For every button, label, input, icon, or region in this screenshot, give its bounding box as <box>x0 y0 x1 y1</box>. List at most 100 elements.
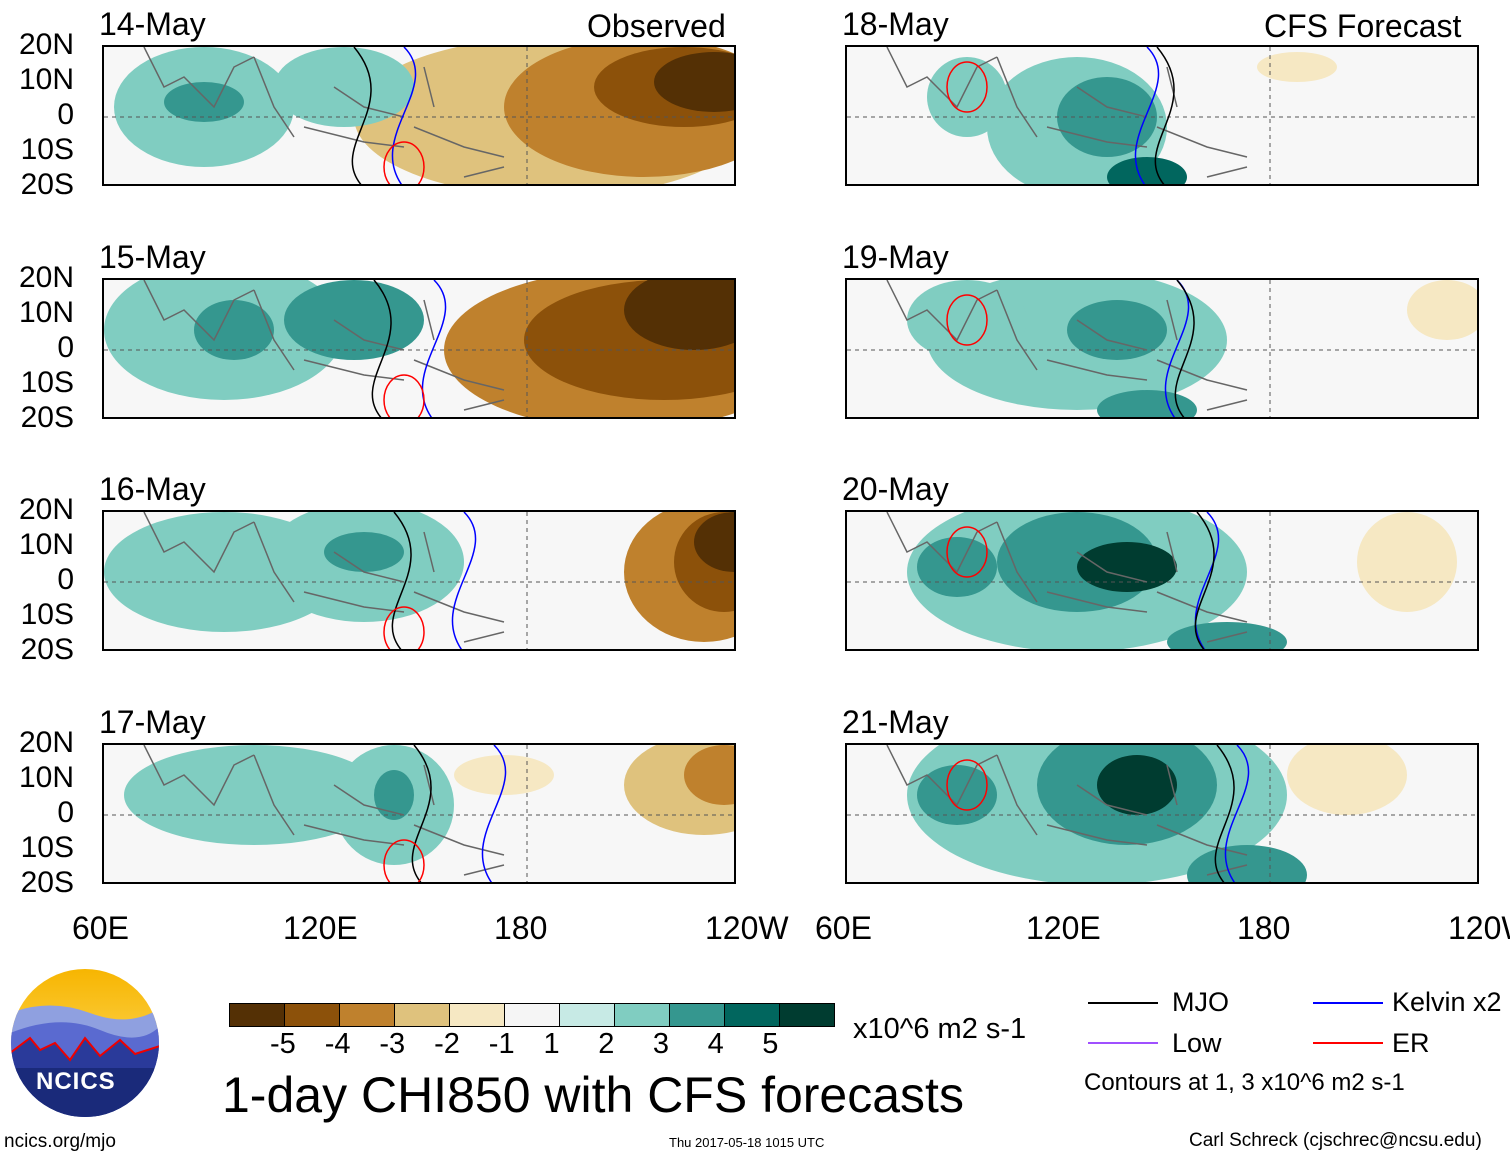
lat-label: 20S <box>20 401 74 434</box>
panel-date: 16-May <box>99 471 206 507</box>
lat-label: 0 <box>57 796 74 829</box>
lat-label: 10N <box>18 761 74 794</box>
map-panel <box>845 278 1479 419</box>
er-contour <box>946 526 988 578</box>
shading-blob <box>374 770 414 820</box>
colorbar-swatch <box>560 1004 615 1026</box>
url: ncics.org/mjo <box>4 1131 116 1152</box>
legend-low: Low <box>1172 1028 1222 1058</box>
shading-blob <box>624 280 734 350</box>
mjo-contour <box>371 280 392 417</box>
legend-kelvin-line <box>1313 1002 1383 1004</box>
kelvin-contour <box>1134 47 1160 184</box>
colorbar-tick: 4 <box>707 1028 724 1060</box>
colorbar-swatch <box>340 1004 395 1026</box>
figure-title: 1-day CHI850 with CFS forecasts <box>222 1067 964 1123</box>
kelvin-contour <box>451 512 477 649</box>
colorbar-swatch <box>285 1004 340 1026</box>
kelvin-contour <box>1194 512 1220 649</box>
shading-blob <box>927 57 1007 137</box>
er-contour <box>383 141 425 184</box>
legend-er: ER <box>1392 1028 1430 1058</box>
credit: Carl Schreck (cjschrec@ncsu.edu) <box>1189 1130 1482 1151</box>
kelvin-contour <box>481 745 507 882</box>
shading-blob <box>917 765 997 825</box>
panel-date: 15-May <box>99 239 206 275</box>
map-panel <box>102 510 736 651</box>
contour-note: Contours at 1, 3 x10^6 m2 s-1 <box>1084 1069 1405 1096</box>
legend-mjo-line <box>1088 1002 1158 1004</box>
colorbar-tick: 3 <box>652 1028 670 1060</box>
lat-label: 20S <box>20 168 74 201</box>
shading-blob <box>164 82 244 122</box>
colorbar-swatch <box>230 1004 285 1026</box>
shading-blob <box>1407 280 1477 340</box>
colorbar <box>229 1003 835 1027</box>
mjo-contour <box>1194 512 1215 649</box>
timestamp: Thu 2017-05-18 1015 UTC <box>669 1135 825 1150</box>
colorbar-tick: -3 <box>379 1028 406 1060</box>
shading-blob <box>1357 512 1457 612</box>
er-contour <box>383 374 425 417</box>
lat-label: 10N <box>18 296 74 329</box>
observed-label: Observed <box>587 8 726 44</box>
lon-label: 60E <box>72 910 129 946</box>
mjo-contour <box>391 512 412 649</box>
shading-blob <box>194 300 274 360</box>
lat-label: 20N <box>18 726 74 759</box>
lon-label: 120E <box>283 910 358 946</box>
panel-date: 18-May <box>842 6 949 42</box>
coastline <box>143 280 505 411</box>
shading-blob <box>324 532 404 572</box>
colorbar-tick: 1 <box>543 1028 560 1060</box>
map-panel <box>845 510 1479 651</box>
colorbar-swatch <box>725 1004 780 1026</box>
lat-label: 10S <box>20 831 74 864</box>
colorbar-swatch <box>505 1004 560 1026</box>
mjo-contour <box>351 47 372 184</box>
lon-label: 120E <box>1026 910 1101 946</box>
mjo-contour <box>1214 745 1235 882</box>
legend-mjo: MJO <box>1172 987 1229 1017</box>
shading-blob <box>1287 745 1407 815</box>
colorbar-tick: 5 <box>762 1028 779 1060</box>
coastline <box>886 512 1248 643</box>
er-contour <box>946 294 988 346</box>
er-contour <box>946 61 988 113</box>
coastline <box>886 47 1248 178</box>
panel-date: 14-May <box>99 6 206 42</box>
panel-date: 17-May <box>99 704 206 740</box>
lat-label: 10N <box>18 528 74 561</box>
shading-blob <box>684 745 734 805</box>
colorbar-tick: -1 <box>488 1028 515 1060</box>
lon-label: 120W <box>705 910 789 946</box>
shading-blob <box>1067 300 1167 360</box>
shading-blob <box>1097 755 1177 815</box>
colorbar-swatch <box>395 1004 450 1026</box>
lon-label: 60E <box>815 910 872 946</box>
shading-blob <box>454 755 554 795</box>
map-panel <box>102 45 736 186</box>
forecast-label: CFS Forecast <box>1264 8 1462 44</box>
map-panel <box>102 278 736 419</box>
kelvin-contour <box>1224 745 1250 882</box>
lat-label: 20N <box>18 261 74 294</box>
shading-blob <box>917 537 997 597</box>
colorbar-tick: -4 <box>324 1028 351 1060</box>
shading-blob <box>1257 52 1337 82</box>
lat-label: 10S <box>20 598 74 631</box>
colorbar-swatch <box>670 1004 725 1026</box>
coastline <box>143 47 505 178</box>
shading-blob <box>274 47 414 127</box>
colorbar-tick: -2 <box>434 1028 460 1060</box>
panel-date: 20-May <box>842 471 949 507</box>
ncics-logo: NCICS <box>10 968 160 1118</box>
shading-blob <box>284 280 424 360</box>
map-panel <box>845 743 1479 884</box>
lon-label: 120W <box>1448 910 1510 946</box>
lat-label: 0 <box>57 331 74 364</box>
lat-label: 10S <box>20 366 74 399</box>
lon-label: 180 <box>494 910 548 946</box>
map-panel <box>845 45 1479 186</box>
